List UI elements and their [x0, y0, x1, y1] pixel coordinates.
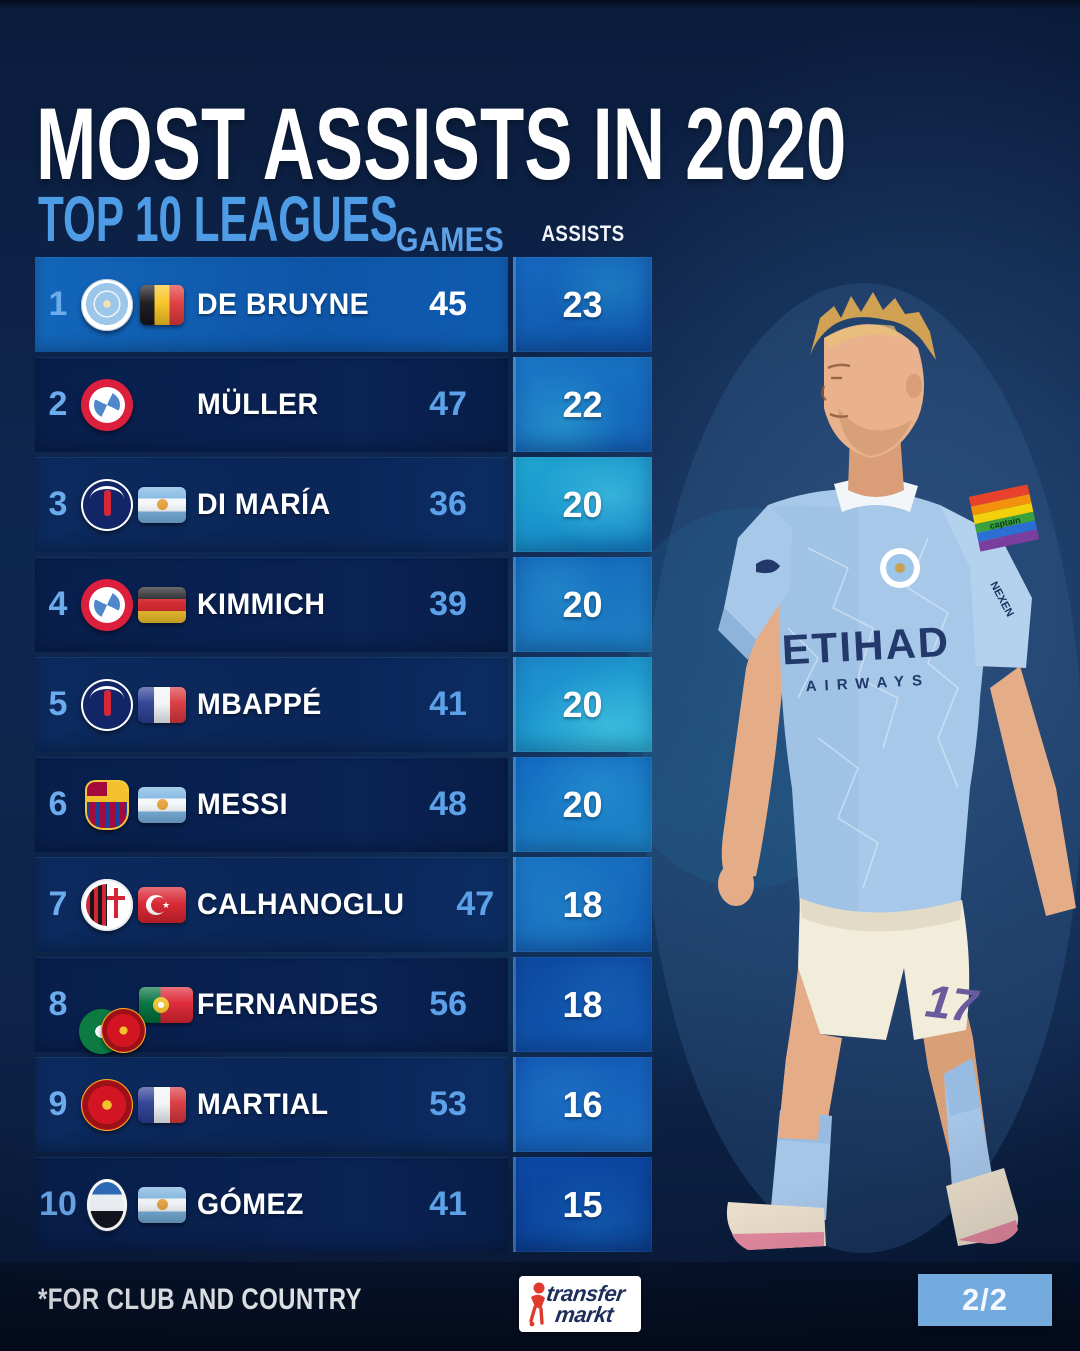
- flag-argentina-icon: [138, 1186, 186, 1223]
- table-row: 4 KIMMICH 39 20: [35, 557, 657, 652]
- table-row: 9 MARTIAL 53 16: [35, 1057, 657, 1152]
- page-title: MOST ASSISTS IN 2020: [36, 87, 847, 202]
- sun-emblem-icon: [156, 799, 168, 810]
- rank: 6: [48, 785, 68, 823]
- captain-armband-icon: captain: [968, 484, 1040, 552]
- rank: 7: [48, 885, 68, 923]
- shirt-sponsor-line2: AIRWAYS: [805, 672, 930, 695]
- assists-cell: 18: [513, 857, 652, 952]
- rank: 2: [48, 385, 68, 423]
- player-name: GÓMEZ: [197, 1187, 304, 1221]
- shirt-sponsor: ETIHAD: [781, 618, 952, 674]
- rank: 3: [48, 485, 68, 523]
- crescent-star-icon: [146, 894, 170, 915]
- games-count: 39: [429, 585, 467, 623]
- table-row: 2 MÜLLER 47 22: [35, 357, 657, 452]
- club-badge-psg-icon: [81, 678, 133, 731]
- games-count: 56: [429, 985, 468, 1023]
- games-count: 41: [429, 685, 467, 723]
- games-count: 47: [429, 385, 467, 423]
- player-name: CALHANOGLU: [197, 887, 405, 921]
- flag-portugal-icon: [139, 986, 193, 1023]
- assists-cell: 20: [513, 557, 652, 652]
- games-count: 53: [429, 1085, 467, 1123]
- column-header-assists: ASSISTS: [541, 221, 625, 246]
- table-row: 6 MESSI 48 20: [35, 757, 657, 852]
- assists-cell: 20: [513, 757, 652, 852]
- flag-france-icon: [138, 686, 186, 723]
- assists-cell: 20: [513, 457, 652, 552]
- club-badge-manchester-united-icon: [101, 1007, 146, 1053]
- rank: 5: [48, 685, 68, 723]
- club-badge-barcelona-icon: [85, 779, 129, 830]
- sun-emblem-icon: [156, 1199, 168, 1210]
- flag-belgium-icon: [140, 284, 184, 325]
- player-name: DE BRUYNE: [197, 287, 370, 321]
- transfermarkt-logo: transfer markt: [519, 1276, 641, 1332]
- table-row: 8 FERNANDES 56 18: [35, 957, 657, 1054]
- assists-cell: 20: [513, 657, 652, 752]
- club-badge-psg-icon: [81, 478, 133, 531]
- table-row: 5 MBAPPÉ 41 20: [35, 657, 657, 752]
- player-name: MARTIAL: [197, 1087, 329, 1121]
- page-indicator-badge: 2/2: [918, 1274, 1052, 1326]
- armillary-emblem-icon: [153, 996, 169, 1013]
- page-indicator: 2/2: [961, 1282, 1009, 1317]
- games-count: 45: [429, 285, 467, 323]
- club-badge-ac-milan-icon: [81, 878, 133, 931]
- player-name: MÜLLER: [197, 387, 319, 421]
- ranking-table: 1 DE BRUYNE 45 23 2 MÜLLER 47 22 3: [35, 257, 657, 1257]
- games-count: 48: [429, 785, 467, 823]
- player-name: DI MARÍA: [197, 487, 331, 521]
- club-badge-atalanta-icon: [87, 1178, 127, 1231]
- club-badge-manchester-united-icon: [81, 1078, 133, 1131]
- rank: 10: [39, 1185, 77, 1223]
- table-row: 10 GÓMEZ 41 15: [35, 1157, 657, 1252]
- assists-cell: 23: [513, 257, 652, 352]
- sun-emblem-icon: [156, 499, 168, 510]
- flag-argentina-icon: [138, 486, 186, 523]
- page-subtitle: TOP 10 LEAGUES: [38, 183, 398, 256]
- flag-france-icon: [138, 1086, 186, 1123]
- games-count: 47: [456, 885, 495, 923]
- table-row: 1 DE BRUYNE 45 23: [35, 257, 657, 352]
- club-badge-manchester-city-icon: [81, 278, 133, 331]
- assists-cell: 15: [513, 1157, 652, 1252]
- column-header-games: GAMES: [396, 221, 505, 259]
- transfermarkt-figure-icon: [529, 1282, 545, 1327]
- rank: 4: [48, 585, 68, 623]
- table-row: 3 DI MARÍA 36 20: [35, 457, 657, 552]
- assists-cell: 18: [513, 957, 652, 1052]
- table-row: 7 CALHANOGLU 47 18: [35, 857, 657, 952]
- flag-turkey-icon: [138, 886, 186, 923]
- player-photo: captain NEXEN ETIHAD AIRWAYS: [628, 283, 1080, 1253]
- rank: 1: [48, 285, 68, 323]
- rank: 9: [48, 1085, 68, 1123]
- flag-argentina-icon: [138, 786, 186, 823]
- club-badge-bayern-munich-icon: [81, 378, 133, 431]
- shorts-number: 17: [923, 974, 983, 1032]
- club-badge-bayern-munich-icon: [81, 578, 133, 631]
- games-count: 41: [429, 1185, 467, 1223]
- games-count: 36: [429, 485, 467, 523]
- brand-mark-icon: [756, 559, 780, 574]
- player-name: KIMMICH: [197, 587, 326, 621]
- flag-germany-icon: [138, 586, 186, 623]
- assists-cell: 16: [513, 1057, 652, 1152]
- player-name: FERNANDES: [197, 987, 379, 1021]
- assists-cell: 22: [513, 357, 652, 452]
- player-name: MESSI: [197, 787, 289, 821]
- footnote: *FOR CLUB AND COUNTRY: [38, 1283, 362, 1316]
- player-name: MBAPPÉ: [197, 687, 322, 721]
- rank: 8: [48, 985, 68, 1023]
- brand-name-bottom: markt: [553, 1301, 615, 1327]
